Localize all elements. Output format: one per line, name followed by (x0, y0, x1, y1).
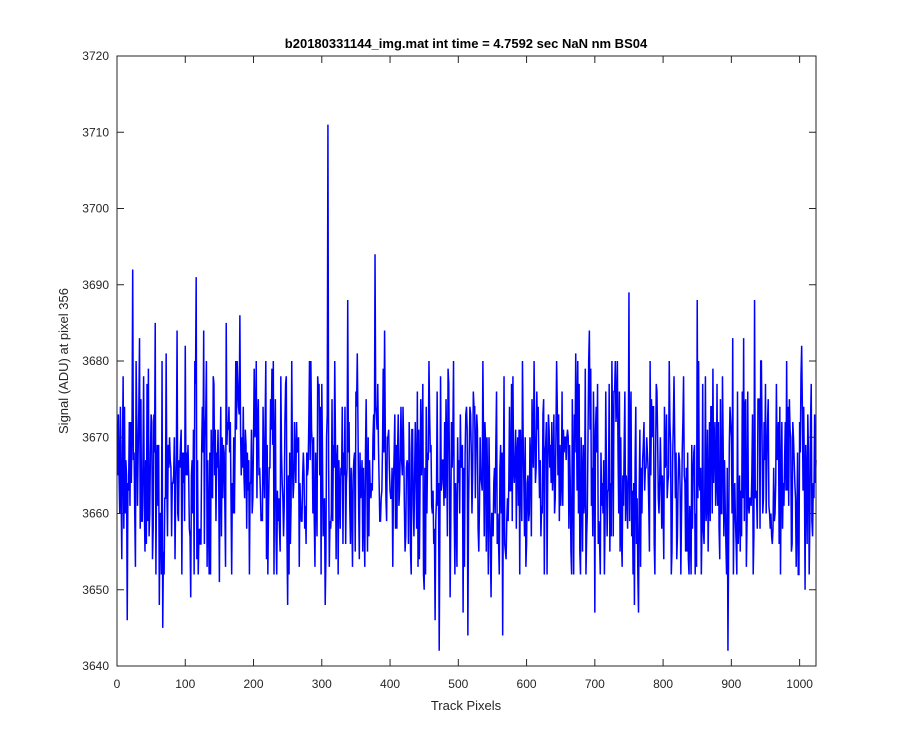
x-tick-label: 1000 (786, 677, 813, 691)
tick-label-layer: 0 100 200 300 400 500 600 700 800 900 1000 3640 3650… (82, 49, 813, 691)
y-tick-label: 3690 (82, 278, 109, 292)
y-tick-label: 3660 (82, 507, 109, 521)
x-tick-label: 300 (312, 677, 332, 691)
x-tick-label: 700 (585, 677, 605, 691)
x-tick-label: 0 (114, 677, 121, 691)
x-tick-label: 900 (721, 677, 741, 691)
plot-background (117, 56, 816, 666)
y-tick-label: 3720 (82, 49, 109, 63)
y-tick-label: 3640 (82, 659, 109, 673)
chart-title: b20180331144_img.mat int time = 4.7592 s… (285, 36, 648, 51)
x-axis-label: Track Pixels (431, 698, 502, 713)
signal-series-line (116, 124, 817, 651)
x-tick-label: 600 (517, 677, 537, 691)
x-tick-label: 400 (380, 677, 400, 691)
y-tick-label: 3710 (82, 125, 109, 139)
y-axis-label: Signal (ADU) at pixel 356 (56, 288, 71, 434)
x-tick-label: 500 (448, 677, 468, 691)
x-tick-label: 800 (653, 677, 673, 691)
y-tick-label: 3700 (82, 202, 109, 216)
y-tick-label: 3680 (82, 354, 109, 368)
x-tick-label: 100 (175, 677, 195, 691)
series-layer (116, 124, 817, 651)
x-tick-label: 200 (244, 677, 264, 691)
y-tick-label: 3650 (82, 583, 109, 597)
axes-box (116, 55, 817, 667)
y-tick-label: 3670 (82, 430, 109, 444)
